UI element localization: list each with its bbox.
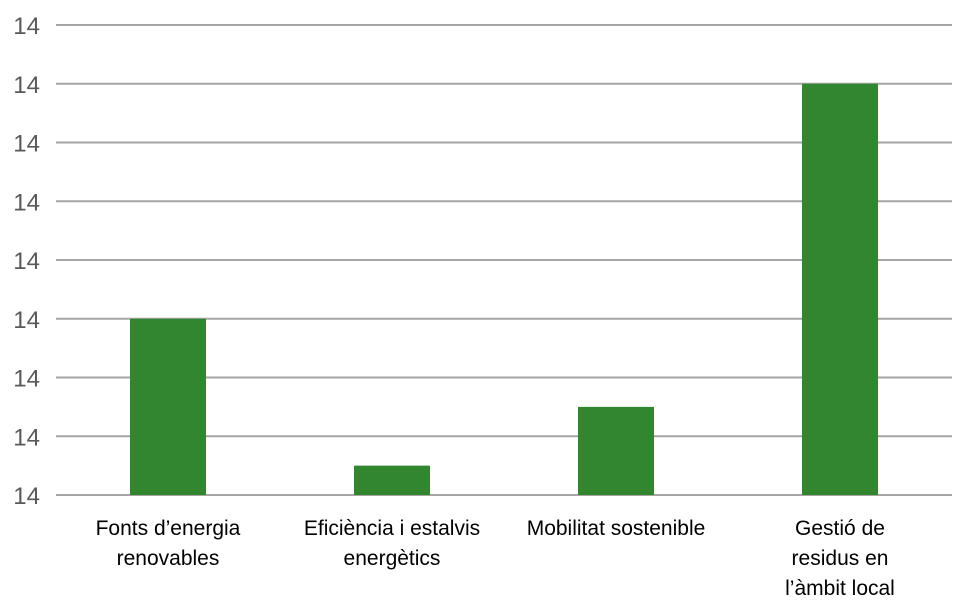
y-tick-label: 14 <box>13 366 40 393</box>
x-category-label: Gestió de residus en l’àmbit local <box>785 517 895 597</box>
x-category-label-line: residus en <box>792 547 889 570</box>
x-category-label-line: energètics <box>344 547 441 570</box>
bar <box>130 318 206 495</box>
y-tick-label: 14 <box>13 13 40 40</box>
y-tick-label: 14 <box>13 248 40 275</box>
bar <box>578 406 654 495</box>
x-category-label-line: Gestió de <box>795 517 885 540</box>
x-category-label-line: Fonts d’energia <box>96 517 241 540</box>
y-tick-label: 14 <box>13 72 40 99</box>
y-tick-label: 14 <box>13 189 40 216</box>
y-axis-tick-labels: 14 14 14 14 14 14 14 14 14 <box>13 13 40 510</box>
x-category-label-line: renovables <box>117 547 220 570</box>
x-category-label-line: Eficiència i estalvis <box>304 517 480 540</box>
x-category-label: Fonts d’energia renovables <box>96 517 241 570</box>
bar <box>802 83 878 495</box>
x-category-label: Mobilitat sostenible <box>527 517 706 540</box>
x-axis-category-labels: Fonts d’energia renovables Eficiència i es… <box>96 517 895 600</box>
y-tick-label: 14 <box>13 424 40 451</box>
x-category-label-line: l’àmbit local <box>785 577 895 597</box>
bar <box>354 465 430 495</box>
y-tick-label: 14 <box>13 483 40 510</box>
bars <box>130 83 878 495</box>
x-category-label-line: Mobilitat sostenible <box>527 517 706 540</box>
y-tick-label: 14 <box>13 307 40 334</box>
y-tick-label: 14 <box>13 131 40 158</box>
x-category-label: Eficiència i estalvis energètics <box>304 517 480 570</box>
